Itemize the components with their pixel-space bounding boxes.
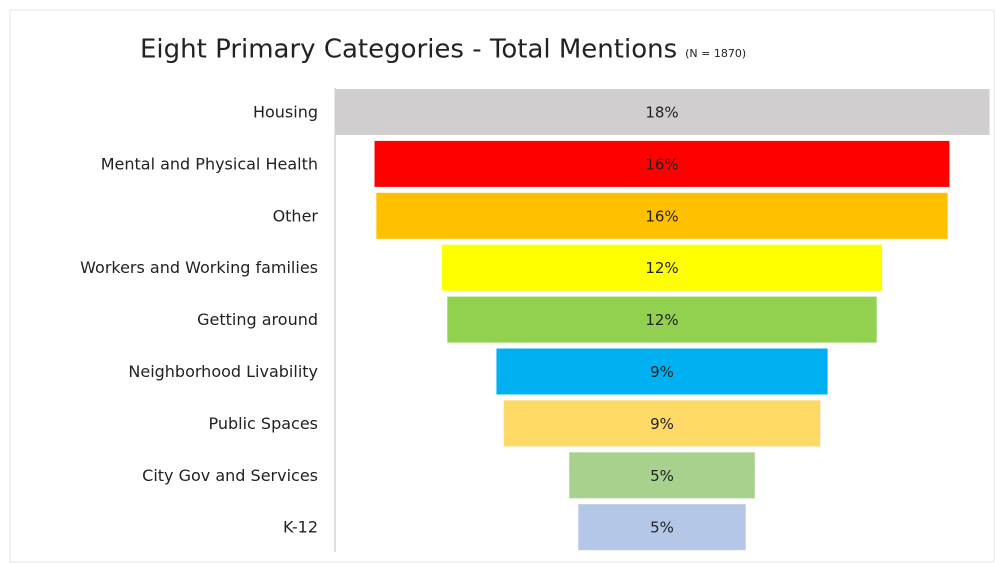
value-label: 18% (645, 104, 678, 122)
value-label: 9% (650, 415, 674, 433)
category-label: Neighborhood Livability (128, 362, 318, 381)
category-label: Public Spaces (208, 414, 318, 433)
category-label: Getting around (197, 310, 318, 329)
bar (374, 140, 950, 187)
category-label: Housing (253, 103, 318, 122)
bar (334, 89, 990, 135)
category-label: K-12 (283, 518, 318, 537)
category-label: Mental and Physical Health (101, 154, 318, 173)
value-label: 12% (645, 259, 678, 277)
category-label: Workers and Working families (80, 258, 318, 277)
chart-title: Eight Primary Categories - Total Mention… (140, 35, 677, 65)
bar (441, 244, 883, 291)
category-label: Other (273, 206, 319, 225)
category-label: City Gov and Services (142, 466, 318, 485)
bar (569, 452, 755, 499)
bar (447, 296, 877, 343)
bar (503, 400, 821, 447)
bar (376, 192, 948, 239)
value-label: 5% (650, 467, 674, 485)
chart-frame (9, 9, 995, 563)
value-label: 16% (645, 155, 678, 173)
value-label: 9% (650, 363, 674, 381)
value-label: 12% (645, 311, 678, 329)
bar (496, 348, 828, 395)
bar (578, 504, 746, 551)
chart-subtitle: (N = 1870) (685, 47, 746, 60)
value-label: 16% (645, 207, 678, 225)
value-label: 5% (650, 519, 674, 537)
